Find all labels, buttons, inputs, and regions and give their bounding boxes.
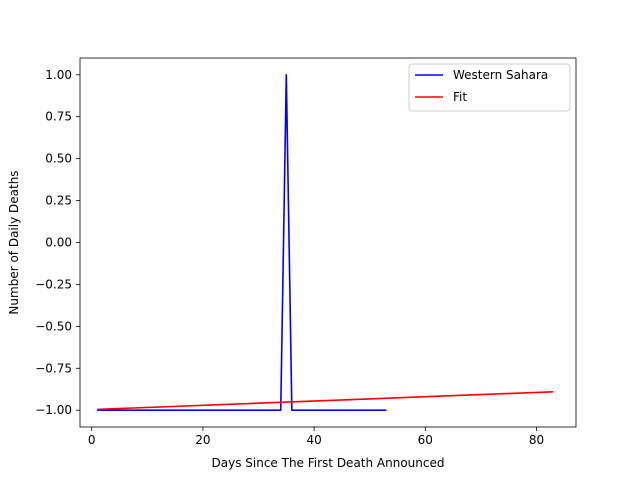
legend-label: Western Sahara (453, 68, 548, 82)
y-tick-label: 1.00 (45, 68, 72, 82)
y-tick-label: −0.25 (35, 277, 72, 291)
y-tick-label: −0.75 (35, 361, 72, 375)
x-tick-label: 80 (529, 433, 544, 447)
x-tick-label: 40 (306, 433, 321, 447)
y-axis-label: Number of Daily Deaths (7, 170, 21, 314)
x-tick-label: 60 (418, 433, 433, 447)
y-axis-ticks: −1.00 −0.75 −0.50 −0.25 0.00 0.25 0.50 0.75 1.00 (35, 68, 80, 417)
y-tick-label: 0.50 (45, 152, 72, 166)
y-tick-label: −1.00 (35, 403, 72, 417)
x-axis-label: Days Since The First Death Announced (212, 456, 445, 470)
y-tick-label: 0.25 (45, 194, 72, 208)
y-tick-label: 0.00 (45, 236, 72, 250)
series-layer (97, 73, 554, 412)
legend-label: Fit (453, 90, 467, 104)
legend: Western Sahara Fit (408, 63, 571, 112)
y-tick-label: 0.75 (45, 110, 72, 124)
x-tick-label: 0 (88, 433, 96, 447)
series-line-1 (97, 390, 554, 411)
series-line-0 (97, 73, 387, 412)
x-axis-ticks: 0 20 40 60 80 (88, 427, 544, 447)
legend-box (408, 63, 571, 112)
y-tick-label: −0.50 (35, 319, 72, 333)
x-tick-label: 20 (195, 433, 210, 447)
